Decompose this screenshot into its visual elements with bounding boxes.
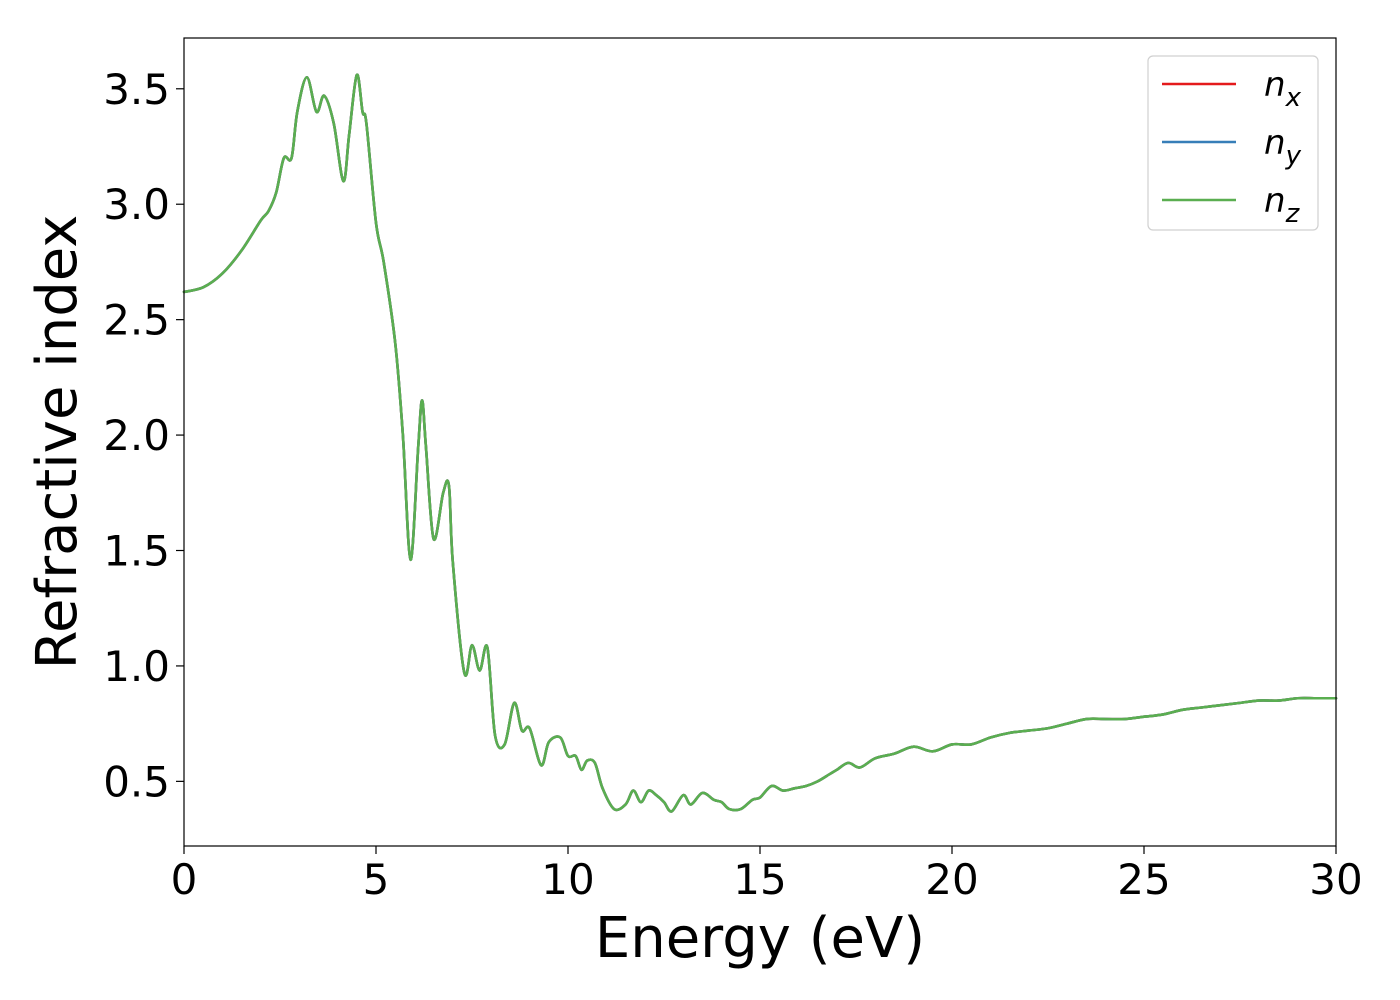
x-tick-label: 20	[925, 855, 978, 904]
legend-label-y: ny	[1264, 123, 1302, 171]
y-tick-label: 3.0	[103, 180, 170, 229]
x-tick-label: 0	[171, 855, 198, 904]
x-tick-label: 25	[1117, 855, 1170, 904]
y-axis-ticks: 0.5 1.0 1.5 2.0 2.5 3.0 3.5	[103, 65, 184, 806]
y-tick-label: 1.0	[103, 642, 170, 691]
series-layer	[182, 73, 1338, 813]
legend-label-x: nx	[1264, 65, 1302, 113]
legend-label-z: nz	[1264, 181, 1301, 229]
y-tick-label: 2.0	[103, 411, 170, 460]
x-axis-ticks: 0 5 10 15 20 25 30	[171, 846, 1363, 904]
y-tick-label: 3.5	[103, 65, 170, 114]
x-tick-label: 5	[363, 855, 390, 904]
legend: nx ny nz	[1147, 55, 1319, 231]
y-tick-label: 1.5	[103, 527, 170, 576]
x-tick-label: 10	[541, 855, 594, 904]
y-tick-label: 0.5	[103, 757, 170, 806]
series-line-z	[182, 73, 1338, 813]
y-axis-label: Refractive index	[25, 215, 90, 670]
x-tick-label: 30	[1309, 855, 1362, 904]
y-tick-label: 2.5	[103, 296, 170, 345]
x-tick-label: 15	[733, 855, 786, 904]
x-axis-label: Energy (eV)	[595, 906, 925, 971]
